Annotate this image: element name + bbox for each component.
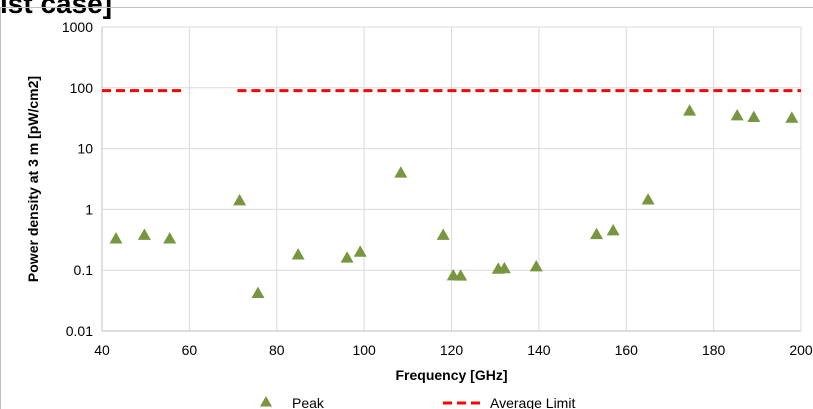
peak-point [436, 228, 450, 240]
x-tick-label: 180 [702, 342, 726, 358]
y-tick-label: 0.1 [74, 262, 94, 278]
peak-point [394, 166, 408, 178]
peak-point [730, 109, 744, 121]
y-tick-label: 1000 [62, 19, 93, 35]
x-tick-label: 160 [615, 342, 639, 358]
chart-frame-top [0, 7, 813, 8]
peak-point [497, 261, 511, 274]
y-tick-label: 100 [70, 80, 94, 96]
peak-points [109, 104, 799, 298]
chart-frame-left [0, 7, 1, 409]
y-tick-label: 10 [77, 141, 93, 157]
x-tick-labels: 40 60 80 100 120 140 160 180 200 [94, 342, 813, 358]
y-axis-title: Power density at 3 m [pW/cm2] [25, 76, 41, 282]
x-tick-label: 140 [527, 342, 551, 358]
legend-limit-label: Average Limit [490, 395, 575, 409]
peak-point [291, 248, 305, 260]
chart-title-cut: ist case] [0, 0, 113, 19]
legend: Peak Average Limit [260, 395, 575, 409]
peak-point [340, 251, 354, 263]
x-tick-label: 40 [94, 342, 110, 358]
peak-point [233, 194, 247, 206]
peak-point [454, 269, 468, 281]
x-tick-label: 100 [352, 342, 376, 358]
gridlines [101, 26, 802, 332]
peak-point [747, 110, 761, 122]
y-tick-label: 0.01 [66, 323, 93, 339]
x-tick-label: 120 [440, 342, 464, 358]
peak-point [606, 223, 620, 236]
x-tick-label: 60 [182, 342, 198, 358]
x-tick-label: 80 [269, 342, 285, 358]
peak-point [251, 286, 265, 298]
peak-point [109, 232, 123, 244]
peak-point [529, 260, 543, 272]
peak-point [163, 232, 177, 244]
peak-point [683, 104, 697, 116]
peak-point [785, 111, 799, 123]
peak-point [353, 245, 367, 257]
x-axis-title: Frequency [GHz] [395, 367, 507, 383]
y-tick-label: 1 [85, 201, 93, 217]
peak-point [590, 227, 604, 240]
x-tick-label: 200 [789, 342, 813, 358]
peak-point [137, 228, 151, 240]
peak-point [641, 193, 655, 205]
legend-peak-label: Peak [292, 395, 325, 409]
legend-peak-marker [260, 396, 272, 407]
y-tick-labels: 0.01 0.1 1 10 100 1000 [62, 19, 93, 339]
